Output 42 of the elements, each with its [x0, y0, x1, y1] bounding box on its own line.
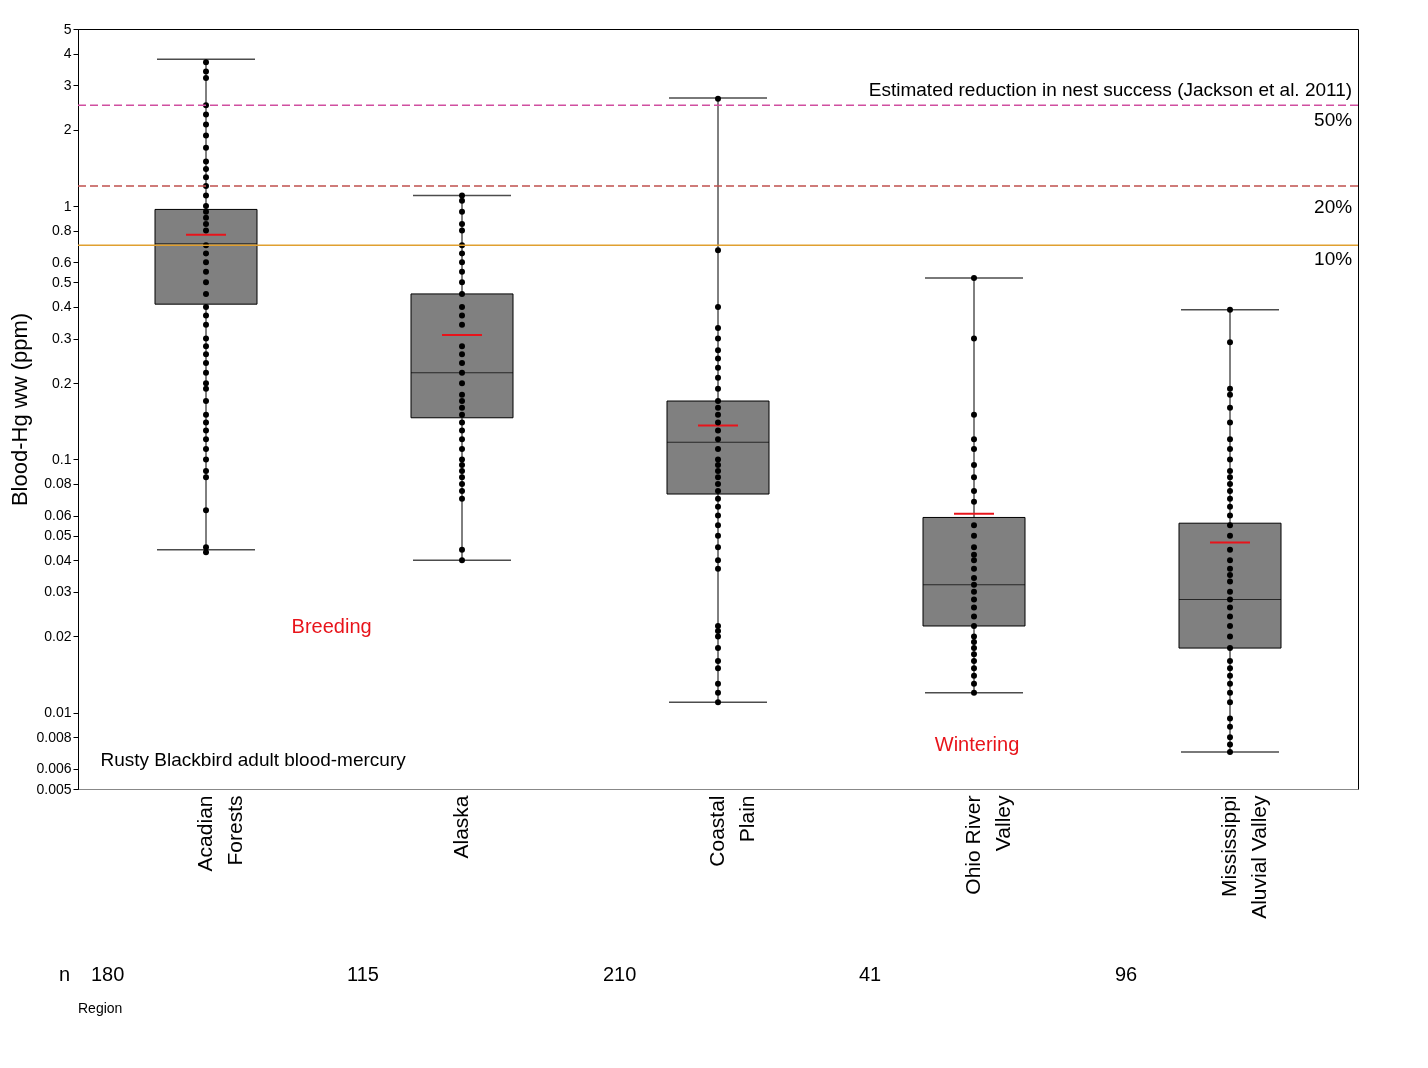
y-tick-label: 0.6 — [52, 253, 72, 270]
annotation: Wintering — [934, 733, 1020, 756]
x-tick-label: Alaska — [449, 795, 472, 859]
y-tick-label: 0.3 — [52, 330, 72, 347]
y-tick-label: 0.06 — [44, 507, 72, 524]
text: Region — [78, 1000, 123, 1016]
y-tick-label: 1 — [63, 197, 72, 214]
text: 96 — [1115, 963, 1138, 985]
y-tick-label: 0.03 — [44, 583, 72, 600]
annotation: Breeding — [291, 615, 372, 638]
y-axis-title: Blood-Hg ww (ppm) — [7, 312, 33, 507]
y-tick-label: 0.8 — [52, 222, 72, 239]
text: 41 — [859, 963, 882, 985]
y-tick-label: 0.1 — [52, 450, 72, 467]
x-tick-label: Acadian Forests — [193, 795, 246, 872]
y-tick-label: 0.4 — [52, 298, 72, 315]
y-tick-label: 3 — [63, 76, 72, 93]
y-tick-label: 0.2 — [52, 374, 72, 391]
annotation: 10% — [1314, 247, 1353, 269]
x-tick-label: Mississippi Aluvial Valley — [1217, 795, 1270, 919]
annotation: 50% — [1314, 108, 1353, 130]
text: 115 — [347, 963, 379, 985]
y-tick-label: 0.005 — [36, 780, 72, 797]
text: 210 — [603, 963, 637, 985]
y-tick-label: 0.02 — [44, 627, 72, 644]
x-tick-label: Ohio River Valley — [961, 795, 1014, 895]
text: n — [58, 963, 70, 985]
y-tick-label: 0.5 — [52, 273, 72, 290]
y-tick-label: 0.05 — [44, 527, 72, 544]
y-tick-label: 0.01 — [44, 704, 72, 721]
annotation: 20% — [1314, 195, 1353, 217]
y-tick-label: 2 — [63, 121, 72, 138]
y-tick-label: 0.08 — [44, 475, 72, 492]
annotation: Estimated reduction in nest success (Jackson et al. 2011) — [868, 78, 1353, 100]
x-tick-label: Coastal Plain — [705, 795, 758, 867]
y-tick-label: 0.006 — [36, 760, 72, 777]
y-tick-label: 4 — [63, 45, 72, 62]
y-tick-label: 0.04 — [44, 551, 72, 568]
y-tick-label: 5 — [63, 20, 72, 37]
annotation: Rusty Blackbird adult blood-mercury — [100, 748, 407, 770]
text: 180 — [91, 963, 125, 985]
y-tick-label: 0.008 — [36, 728, 72, 745]
